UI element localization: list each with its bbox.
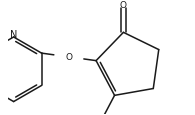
Text: N: N (10, 29, 17, 39)
Text: O: O (120, 1, 127, 10)
Text: O: O (65, 53, 72, 62)
